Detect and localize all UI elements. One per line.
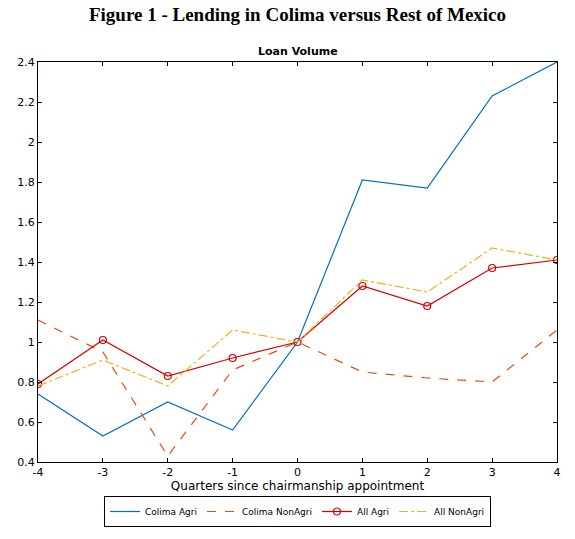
svg-text:1.2: 1.2 <box>17 296 35 309</box>
svg-text:-3: -3 <box>97 466 108 479</box>
svg-text:All NonAgri: All NonAgri <box>434 507 484 517</box>
svg-text:1.4: 1.4 <box>17 256 35 269</box>
svg-text:Colima Agri: Colima Agri <box>145 507 197 517</box>
svg-text:-2: -2 <box>162 466 173 479</box>
svg-text:1: 1 <box>28 336 35 349</box>
svg-text:2: 2 <box>424 466 431 479</box>
svg-text:-4: -4 <box>33 466 44 479</box>
svg-text:1.6: 1.6 <box>17 216 35 229</box>
svg-text:-1: -1 <box>227 466 238 479</box>
svg-text:0.8: 0.8 <box>17 376 35 389</box>
svg-text:0: 0 <box>294 466 301 479</box>
svg-text:Figure 1 - Lending in Colima v: Figure 1 - Lending in Colima versus Rest… <box>89 4 506 25</box>
svg-text:4: 4 <box>554 466 561 479</box>
svg-text:Colima NonAgri: Colima NonAgri <box>242 507 312 517</box>
svg-text:3: 3 <box>489 466 496 479</box>
svg-text:Loan Volume: Loan Volume <box>258 45 338 58</box>
svg-text:0.4: 0.4 <box>17 456 35 469</box>
svg-text:2.4: 2.4 <box>17 56 35 69</box>
svg-text:0.6: 0.6 <box>17 416 35 429</box>
svg-text:1: 1 <box>359 466 366 479</box>
svg-text:Quarters since chairmanship ap: Quarters since chairmanship appointment <box>171 479 425 493</box>
svg-text:2: 2 <box>28 136 35 149</box>
svg-text:1.8: 1.8 <box>17 176 35 189</box>
svg-text:2.2: 2.2 <box>17 96 35 109</box>
svg-text:All Agri: All Agri <box>357 507 389 517</box>
